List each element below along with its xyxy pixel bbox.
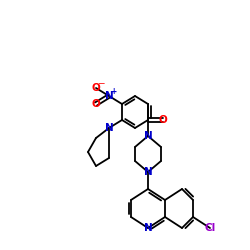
Text: N: N <box>144 167 152 177</box>
Text: −: − <box>97 78 105 88</box>
Text: N: N <box>144 131 152 141</box>
Text: +: + <box>110 88 116 96</box>
Text: O: O <box>159 115 168 125</box>
Text: N: N <box>104 123 114 133</box>
Text: Cl: Cl <box>204 223 216 233</box>
Text: N: N <box>104 91 114 101</box>
Text: O: O <box>92 83 100 93</box>
Text: O: O <box>92 99 100 109</box>
Text: N: N <box>144 223 152 233</box>
